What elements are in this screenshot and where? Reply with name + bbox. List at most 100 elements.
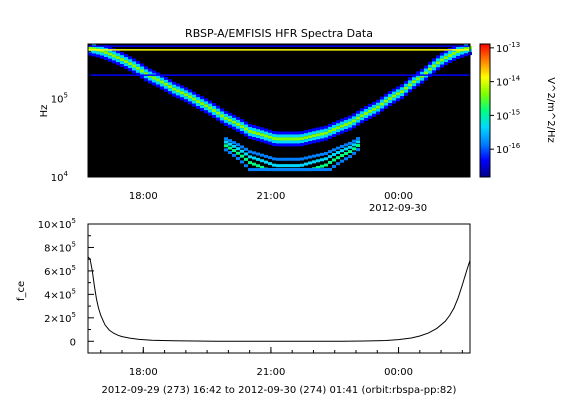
spectrogram-cell — [340, 121, 344, 125]
spectrogram-cell — [176, 92, 180, 96]
spectrogram-cell — [352, 113, 356, 117]
spectrogram-cell — [336, 146, 340, 150]
spectrogram-cell — [364, 115, 368, 119]
spectrogram-cell — [232, 126, 236, 130]
spectrogram-x-tick-label: 21:00 — [257, 191, 286, 202]
spectrogram-x-sublabel: 2012-09-30 — [369, 203, 427, 214]
spectrogram-cell — [400, 96, 404, 100]
spectrogram-cell — [192, 91, 196, 95]
spectrogram-cell — [132, 58, 136, 62]
spectrogram-cell — [196, 103, 200, 107]
spectrogram-cell — [140, 63, 144, 67]
spectrogram-cell — [280, 140, 284, 144]
spectrogram-cell — [324, 134, 328, 138]
spectrogram-cell — [272, 168, 276, 172]
spectrogram-cell — [264, 137, 268, 141]
spectrogram-cell — [252, 151, 256, 155]
spectrogram-cell — [344, 123, 348, 127]
spectrogram-cell — [416, 77, 420, 81]
spectrogram-cell — [352, 122, 356, 126]
spectrogram-cell — [164, 88, 168, 92]
spectrogram-cell — [440, 58, 444, 62]
spectrogram-cell — [164, 76, 168, 80]
spectrogram-cell — [216, 117, 220, 121]
spectrogram-cell — [396, 98, 400, 102]
spectrogram-cell — [108, 58, 112, 62]
spectrogram-cell — [156, 75, 160, 79]
spectrogram-cell — [268, 168, 272, 172]
spectrogram-cell — [244, 130, 248, 134]
spectrogram-cell — [96, 54, 100, 58]
spectrogram-cell — [232, 114, 236, 118]
spectrogram-cell — [256, 132, 260, 136]
spectrogram-x-tick-label: 18:00 — [129, 191, 158, 202]
spectrogram-cell — [148, 71, 152, 75]
spectrogram-cell — [112, 54, 116, 58]
spectrogram-cell — [328, 160, 332, 164]
spectrogram-cell — [164, 79, 168, 83]
spectrogram-cell — [460, 54, 464, 58]
spectrogram-cell — [356, 110, 360, 114]
spectrogram-cell — [424, 77, 428, 81]
spectrogram-cell — [312, 137, 316, 141]
spectrogram-cell — [256, 157, 260, 161]
spectrogram-cell — [360, 114, 364, 118]
spectrogram-cell — [296, 137, 300, 141]
spectrogram-x-ticks: 18:00 21:00 00:00 — [100, 171, 463, 202]
spectrogram-cell — [120, 61, 124, 65]
spectrogram-cell — [148, 74, 152, 78]
spectrogram-cell — [264, 131, 268, 135]
spectrogram-cell — [336, 156, 340, 160]
spectrogram-cell — [336, 132, 340, 136]
fce-series-line — [87, 256, 471, 342]
spectrogram-cell — [292, 137, 296, 141]
spectrogram-cell — [392, 94, 396, 98]
spectrogram-cell — [92, 47, 96, 51]
spectrogram-cell — [316, 139, 320, 143]
spectrogram-cell — [376, 99, 380, 103]
spectrogram-cell — [128, 59, 132, 63]
spectrogram-cell — [460, 51, 464, 55]
spectrogram-cell — [256, 135, 260, 139]
spectrogram-background — [88, 44, 470, 177]
spectrogram-cell — [104, 57, 108, 61]
spectrogram-cell — [292, 168, 296, 172]
spectrogram-cell — [432, 61, 436, 65]
spectrogram-cell — [268, 141, 272, 145]
spectrogram-cell — [228, 151, 232, 155]
spectrogram-cell — [236, 151, 240, 155]
spectrogram-cell — [364, 106, 368, 110]
spectrogram-cell — [240, 125, 244, 129]
spectrogram-cell — [316, 165, 320, 169]
spectrogram-cell — [224, 110, 228, 114]
spectrogram-cell — [248, 155, 252, 159]
line-plot-x-ticks: 18:00 21:00 00:00 — [100, 347, 463, 378]
spectrogram-cell — [248, 168, 252, 172]
spectrogram-cell — [252, 168, 256, 172]
spectrogram-cell — [180, 88, 184, 92]
spectrogram-cell — [180, 91, 184, 95]
spectrogram-cell — [348, 121, 352, 125]
spectrogram-cell — [400, 87, 404, 91]
spectrogram-cell — [168, 91, 172, 95]
spectrogram-cell — [116, 53, 120, 57]
spectrogram-cell — [420, 68, 424, 72]
spectrogram-cell — [284, 137, 288, 141]
spectrogram-cell — [132, 67, 136, 71]
spectrogram-cell — [124, 60, 128, 64]
spectrogram-cell — [296, 131, 300, 135]
spectrogram-cell — [348, 115, 352, 119]
spectrogram-cell — [240, 122, 244, 126]
spectrogram-cell — [320, 164, 324, 168]
spectrogram-marks — [88, 44, 472, 172]
spectrogram-cell — [448, 57, 452, 61]
spectrogram-cell — [212, 115, 216, 119]
spectrogram-cell — [312, 131, 316, 135]
spectrogram-cell — [356, 119, 360, 123]
spectrogram-cell — [336, 123, 340, 127]
spectrogram-cell — [244, 121, 248, 125]
spectrogram-cell — [208, 112, 212, 116]
spectrogram-cell — [312, 140, 316, 144]
spectrogram-cell — [244, 164, 248, 168]
spectrogram-cell — [436, 64, 440, 68]
